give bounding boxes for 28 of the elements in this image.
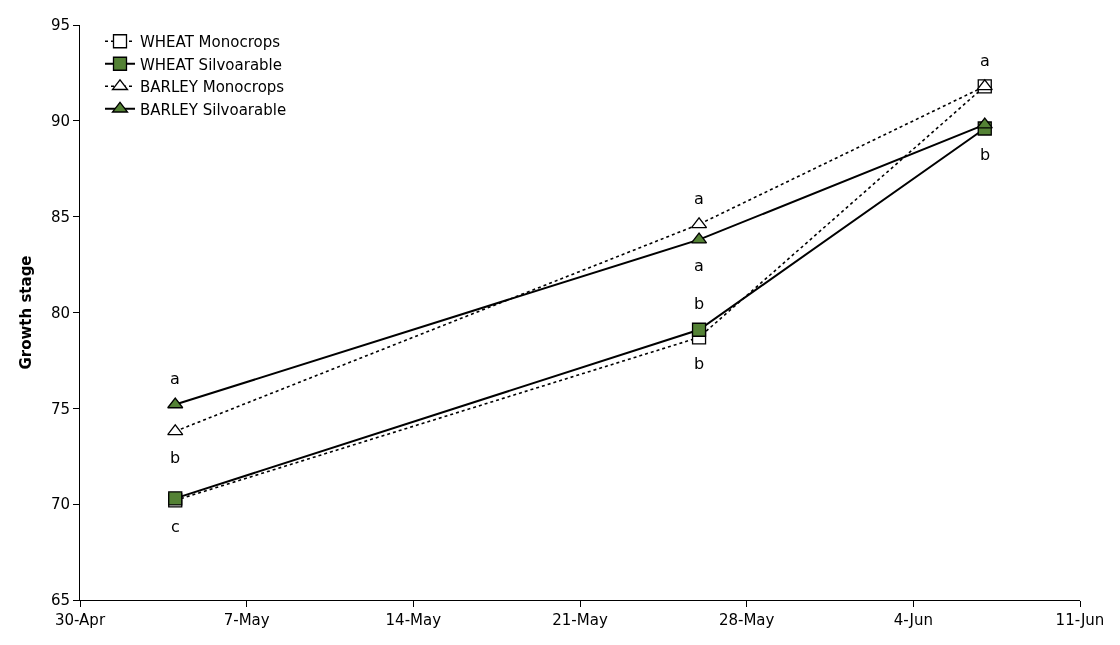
legend-label: WHEAT Monocrops	[140, 33, 281, 52]
x-tick-label: 21-May	[552, 611, 608, 629]
x-tick-label: 7-May	[223, 611, 270, 629]
y-tick-label: 70	[50, 495, 70, 514]
annotation: b	[694, 294, 705, 313]
y-tick-label: 80	[50, 303, 70, 322]
y-axis-title: Growth stage	[17, 255, 36, 370]
y-tick-label: 95	[50, 16, 70, 35]
annotation: a	[170, 369, 180, 388]
annotation: a	[694, 256, 704, 275]
annotation: a	[980, 51, 990, 70]
x-tick-label: 30-Apr	[54, 611, 106, 629]
annotation: b	[980, 145, 991, 164]
x-tick-label: 4-Jun	[893, 611, 933, 629]
y-tick-label: 85	[50, 207, 70, 226]
annotation: b	[694, 354, 705, 373]
annotation: c	[171, 517, 180, 536]
x-tick-label: 11-Jun	[1055, 611, 1105, 629]
legend-label: BARLEY Monocrops	[140, 78, 285, 97]
y-tick-label: 90	[50, 112, 70, 131]
annotation: a	[694, 189, 704, 208]
x-tick-label: 28-May	[718, 611, 775, 629]
annotation: b	[170, 448, 181, 467]
x-tick-label: 14-May	[385, 611, 442, 629]
y-tick-label: 65	[50, 591, 70, 610]
y-tick-label: 75	[50, 399, 70, 418]
legend-label: BARLEY Silvoarable	[140, 100, 287, 119]
legend-label: WHEAT Silvoarable	[140, 55, 282, 74]
